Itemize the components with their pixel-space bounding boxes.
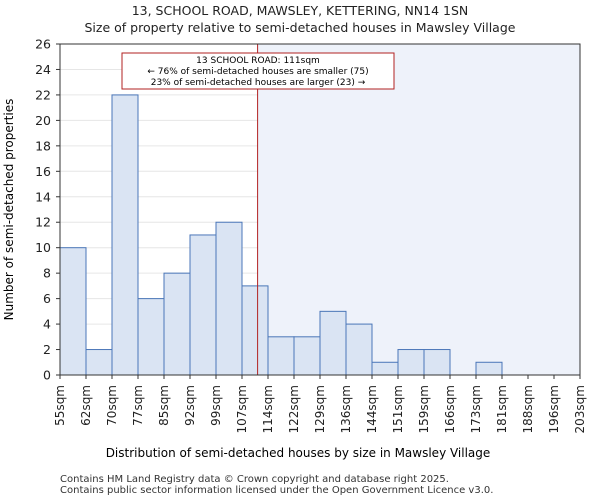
x-tick-label-173sqm: 173sqm	[469, 385, 483, 433]
bar-99sqm	[215, 221, 243, 376]
bar-55sqm	[59, 247, 87, 376]
annotation-box	[121, 52, 395, 90]
highlight-region	[257, 44, 580, 375]
chart-title: 13, SCHOOL ROAD, MAWSLEY, KETTERING, NN1…	[131, 3, 469, 18]
bar-70sqm	[111, 94, 139, 376]
x-tick-label-77sqm: 77sqm	[131, 385, 145, 426]
bar-129sqm	[319, 310, 347, 376]
x-tick-label-85sqm: 85sqm	[157, 385, 171, 426]
annotation-line-2: ← 76% of semi-detached houses are smalle…	[147, 67, 368, 77]
x-tick-label-107sqm: 107sqm	[235, 385, 249, 433]
y-tick-label-0: 0	[43, 368, 51, 383]
bars-layer	[59, 94, 503, 376]
y-tick-label-18: 18	[35, 138, 51, 153]
bar-114sqm	[267, 336, 295, 376]
x-tick-label-70sqm: 70sqm	[105, 385, 119, 426]
y-tick-label-8: 8	[43, 266, 51, 281]
x-tick-label-122sqm: 122sqm	[287, 385, 301, 433]
x-tick-label-136sqm: 136sqm	[339, 385, 353, 433]
bar-122sqm	[293, 336, 321, 376]
x-tick-label-166sqm: 166sqm	[443, 385, 457, 433]
y-tick-label-12: 12	[35, 215, 51, 230]
bar-85sqm	[163, 272, 191, 376]
y-tick-label-2: 2	[43, 342, 51, 357]
bar-77sqm	[137, 298, 165, 376]
annotation-line-3: 23% of semi-detached houses are larger (…	[151, 78, 366, 88]
bar-92sqm	[189, 234, 217, 376]
x-axis-label: Distribution of semi-detached houses by …	[106, 446, 491, 460]
chart-subtitle: Size of property relative to semi-detach…	[84, 20, 516, 35]
footer-line-2: Contains public sector information licen…	[60, 485, 494, 496]
y-tick-label-6: 6	[43, 291, 51, 306]
bar-136sqm	[345, 323, 373, 376]
y-tick-label-10: 10	[35, 240, 51, 255]
x-tick-label-62sqm: 62sqm	[79, 385, 93, 426]
bar-159sqm	[423, 349, 451, 376]
x-tick-label-181sqm: 181sqm	[495, 385, 509, 433]
footer-line-1: Contains HM Land Registry data © Crown c…	[60, 474, 449, 485]
y-tick-label-22: 22	[35, 87, 51, 102]
x-tick-label-129sqm: 129sqm	[313, 385, 327, 433]
y-tick-label-4: 4	[43, 317, 51, 332]
x-tick-label-114sqm: 114sqm	[261, 385, 275, 433]
x-tick-label-188sqm: 188sqm	[521, 385, 535, 433]
y-tick-label-16: 16	[35, 164, 51, 179]
x-tick-label-203sqm: 203sqm	[573, 385, 587, 433]
x-tick-label-55sqm: 55sqm	[53, 385, 67, 426]
property-annotation: 13 SCHOOL ROAD: 111sqm ← 76% of semi-det…	[121, 52, 395, 90]
x-tick-label-144sqm: 144sqm	[365, 385, 379, 433]
annotation-line-1: 13 SCHOOL ROAD: 111sqm	[196, 56, 320, 66]
y-axis-label: Number of semi-detached properties	[2, 99, 16, 321]
x-tick-label-151sqm: 151sqm	[391, 385, 405, 433]
bar-151sqm	[397, 349, 425, 376]
bar-107sqm	[241, 285, 269, 376]
bar-62sqm	[85, 349, 113, 376]
x-tick-label-159sqm: 159sqm	[417, 385, 431, 433]
y-tick-label-24: 24	[35, 62, 51, 77]
x-tick-label-92sqm: 92sqm	[183, 385, 197, 426]
x-ticks: 55sqm 62sqm 70sqm 77sqm 85sqm 92sqm 99sqm 107sq…	[53, 375, 587, 433]
y-tick-label-26: 26	[35, 37, 51, 52]
x-tick-label-99sqm: 99sqm	[209, 385, 223, 426]
bar-144sqm	[371, 361, 399, 376]
x-tick-label-196sqm: 196sqm	[547, 385, 561, 433]
y-tick-label-14: 14	[35, 189, 51, 204]
y-tick-label-20: 20	[35, 113, 51, 128]
bar-173sqm	[475, 361, 503, 376]
